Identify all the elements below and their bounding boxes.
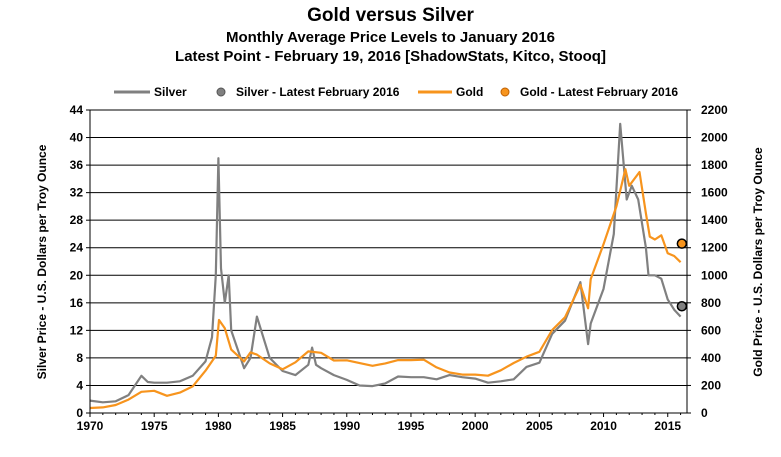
y-left-tick-label: 0 bbox=[76, 406, 83, 420]
legend-silver-label: Silver bbox=[154, 85, 187, 99]
y-left-tick-label: 28 bbox=[70, 213, 84, 227]
y-right-tick-label: 2200 bbox=[701, 103, 728, 117]
y-left-tick-label: 36 bbox=[70, 158, 84, 172]
x-tick-label: 1990 bbox=[333, 419, 360, 433]
x-tick-label: 2000 bbox=[462, 419, 489, 433]
legend-silver-latest-label: Silver - Latest February 2016 bbox=[236, 85, 400, 99]
y-right-tick-label: 1400 bbox=[701, 213, 728, 227]
y-right-tick-label: 2000 bbox=[701, 131, 728, 145]
x-axis: 1970 1975 1980 1985 1990 1995 2000 2005 2010 2015 bbox=[77, 413, 681, 433]
x-tick-label: 2005 bbox=[526, 419, 553, 433]
y-left-tick-label: 44 bbox=[70, 103, 84, 117]
legend-gold-latest-label: Gold - Latest February 2016 bbox=[520, 85, 678, 99]
y-right-axis: 0 200 400 600 800 1000 1200 1400 1600 1800 2000 220… bbox=[687, 103, 728, 420]
chart-subtitle-2: Latest Point - February 19, 2016 [Shadow… bbox=[175, 48, 606, 65]
x-tick-label: 1995 bbox=[398, 419, 425, 433]
y-left-tick-label: 4 bbox=[76, 378, 83, 392]
y-right-tick-label: 400 bbox=[701, 351, 721, 365]
x-tick-label: 1980 bbox=[205, 419, 232, 433]
y-right-axis-label: Gold Price - U.S. Dollars per Troy Ounce bbox=[751, 147, 765, 377]
gold-latest-february-2016-point bbox=[676, 238, 688, 249]
legend-gold-latest-marker bbox=[500, 87, 510, 97]
chart-subtitle: Monthly Average Price Levels to January … bbox=[225, 29, 556, 46]
y-left-axis: 0 4 8 12 16 20 24 28 32 36 40 44 bbox=[70, 103, 90, 420]
y-right-tick-label: 800 bbox=[701, 296, 721, 310]
y-left-tick-label: 40 bbox=[70, 131, 84, 145]
y-right-tick-label: 1000 bbox=[701, 268, 728, 282]
plot-frame bbox=[89, 109, 688, 414]
y-left-tick-label: 24 bbox=[70, 241, 84, 255]
y-left-tick-label: 8 bbox=[76, 351, 83, 365]
x-tick-label: 2010 bbox=[590, 419, 617, 433]
chart-title: Gold versus Silver bbox=[307, 5, 474, 26]
silver-latest-february-2016-point bbox=[676, 301, 688, 312]
chart-titles: Gold versus Silver Monthly Average Price… bbox=[0, 4, 781, 66]
y-right-tick-label: 1800 bbox=[701, 158, 728, 172]
x-tick-label: 1970 bbox=[77, 419, 104, 433]
x-tick-label: 2015 bbox=[654, 419, 681, 433]
gold-line bbox=[89, 168, 682, 410]
legend: Silver Silver - Latest February 2016 Gol… bbox=[114, 85, 678, 99]
y-left-tick-label: 16 bbox=[70, 296, 84, 310]
series-lines bbox=[89, 122, 682, 410]
y-right-tick-label: 600 bbox=[701, 323, 721, 337]
x-tick-label: 1975 bbox=[141, 419, 168, 433]
y-right-tick-label: 200 bbox=[701, 378, 721, 392]
legend-gold-label: Gold bbox=[456, 85, 483, 99]
y-left-tick-label: 20 bbox=[70, 268, 84, 282]
y-right-tick-label: 1200 bbox=[701, 241, 728, 255]
silver-line bbox=[89, 122, 682, 404]
legend-silver-latest-marker bbox=[216, 87, 226, 97]
y-left-axis-label: Silver Price - U.S. Dollars per Troy Oun… bbox=[35, 144, 49, 379]
y-right-tick-label: 1600 bbox=[701, 186, 728, 200]
x-tick-label: 1985 bbox=[269, 419, 296, 433]
y-right-tick-label: 0 bbox=[701, 406, 708, 420]
y-left-tick-label: 32 bbox=[70, 186, 84, 200]
latest-markers bbox=[676, 238, 688, 312]
y-left-tick-label: 12 bbox=[70, 323, 84, 337]
